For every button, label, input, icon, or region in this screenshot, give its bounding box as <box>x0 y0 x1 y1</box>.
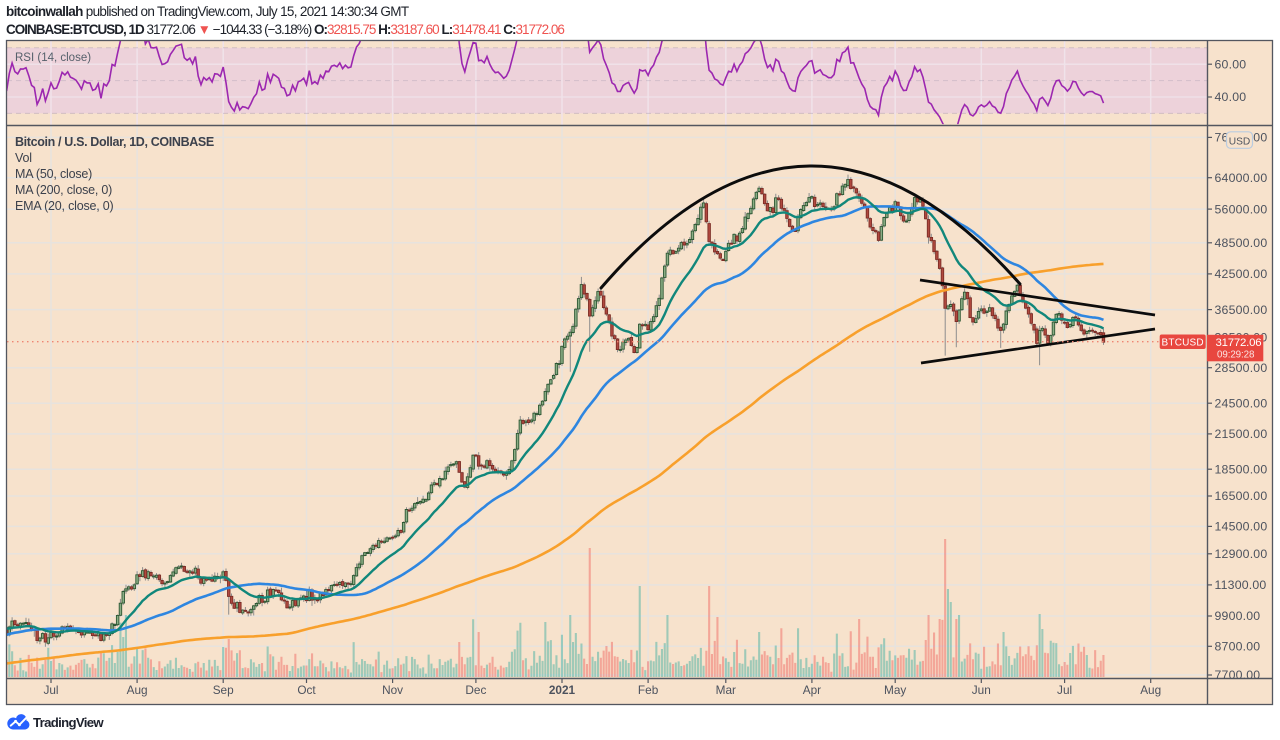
svg-text:Bitcoin / U.S. Dollar, 1D, COI: Bitcoin / U.S. Dollar, 1D, COINBASE <box>15 135 214 149</box>
svg-text:16500.00: 16500.00 <box>1215 489 1268 503</box>
svg-text:Nov: Nov <box>382 683 403 697</box>
svg-text:BTCUSD: BTCUSD <box>1162 337 1204 348</box>
svg-text:56000.00: 56000.00 <box>1215 202 1268 216</box>
svg-text:MA (50, close): MA (50, close) <box>15 167 92 181</box>
svg-text:9900.00: 9900.00 <box>1215 609 1261 623</box>
svg-text:21500.00: 21500.00 <box>1215 427 1268 441</box>
svg-text:28500.00: 28500.00 <box>1215 361 1268 375</box>
svg-text:Dec: Dec <box>465 683 486 697</box>
svg-text:8700.00: 8700.00 <box>1215 640 1261 654</box>
svg-text:Aug: Aug <box>1140 683 1161 697</box>
svg-text:7700.00: 7700.00 <box>1215 668 1261 682</box>
svg-text:Aug: Aug <box>127 683 148 697</box>
svg-text:Apr: Apr <box>803 683 821 697</box>
svg-text:09:29:28: 09:29:28 <box>1217 349 1255 360</box>
svg-text:60.00: 60.00 <box>1215 57 1247 71</box>
svg-text:48500.00: 48500.00 <box>1215 236 1268 250</box>
svg-text:2021: 2021 <box>549 683 576 697</box>
svg-text:Vol: Vol <box>15 151 32 165</box>
svg-text:Oct: Oct <box>297 683 316 697</box>
svg-text:31772.06: 31772.06 <box>1216 337 1262 349</box>
svg-text:May: May <box>884 683 906 697</box>
svg-text:Jun: Jun <box>972 683 991 697</box>
svg-text:Sep: Sep <box>213 683 234 697</box>
svg-text:14500.00: 14500.00 <box>1215 520 1268 534</box>
svg-text:Jul: Jul <box>43 683 58 697</box>
svg-text:RSI (14, close): RSI (14, close) <box>15 52 91 64</box>
svg-text:11300.00: 11300.00 <box>1215 578 1267 592</box>
svg-text:24500.00: 24500.00 <box>1215 396 1268 410</box>
svg-text:Mar: Mar <box>716 683 736 697</box>
svg-text:42500.00: 42500.00 <box>1215 267 1268 281</box>
svg-text:36500.00: 36500.00 <box>1215 303 1268 317</box>
svg-text:12900.00: 12900.00 <box>1215 547 1268 561</box>
svg-text:Jul: Jul <box>1057 683 1072 697</box>
svg-text:EMA (20, close, 0): EMA (20, close, 0) <box>15 199 114 213</box>
svg-text:Feb: Feb <box>638 683 659 697</box>
svg-text:USD: USD <box>1229 136 1251 147</box>
svg-text:18500.00: 18500.00 <box>1215 462 1268 476</box>
svg-text:MA (200, close, 0): MA (200, close, 0) <box>15 183 112 197</box>
svg-text:64000.00: 64000.00 <box>1215 171 1268 185</box>
svg-text:40.00: 40.00 <box>1215 90 1247 104</box>
